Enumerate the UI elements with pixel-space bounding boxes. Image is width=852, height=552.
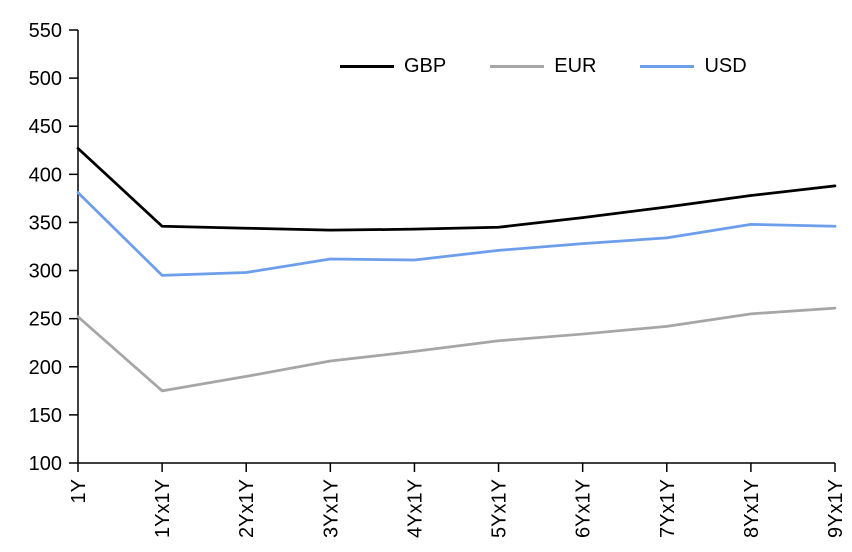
legend-item-gbp: GBP [340, 56, 446, 76]
x-tick-label: 7Yx1Y [657, 479, 679, 538]
y-tick-label: 150 [29, 405, 62, 427]
x-tick-label: 9Yx1Y [825, 479, 847, 538]
series-line-eur [76, 306, 837, 393]
series-line-usd [76, 191, 837, 277]
x-tick-label: 4Yx1Y [404, 479, 426, 538]
x-tick-label: 8Yx1Y [741, 479, 763, 538]
legend-label-eur: EUR [554, 55, 597, 77]
y-tick-label: 250 [29, 309, 62, 331]
y-tick-label: 300 [29, 261, 62, 283]
legend-label-gbp: GBP [404, 55, 447, 77]
legend-item-eur: EUR [490, 56, 596, 76]
y-tick-label: 450 [29, 116, 62, 138]
y-tick-label: 100 [29, 453, 62, 475]
chart-legend: GBP EUR USD [340, 56, 747, 76]
usd-line-swatch [640, 64, 695, 68]
x-tick-label: 6Yx1Y [573, 479, 595, 538]
legend-label-usd: USD [704, 55, 747, 77]
y-tick-label: 500 [29, 68, 62, 90]
y-tick-label: 200 [29, 357, 62, 379]
eur-line-swatch [490, 64, 545, 68]
x-tick-label: 3Yx1Y [320, 479, 342, 538]
gbp-line-swatch [340, 64, 394, 68]
x-tick-label: 1Y [68, 479, 90, 503]
x-tick-label: 5Yx1Y [489, 479, 511, 538]
y-tick-label: 550 [29, 20, 62, 42]
series-line-gbp [76, 146, 837, 232]
x-tick-label: 1Yx1Y [152, 479, 174, 538]
legend-item-usd: USD [640, 55, 747, 77]
x-tick-label: 2Yx1Y [236, 479, 258, 538]
y-tick-label: 350 [29, 212, 62, 234]
y-tick-label: 400 [29, 164, 62, 186]
